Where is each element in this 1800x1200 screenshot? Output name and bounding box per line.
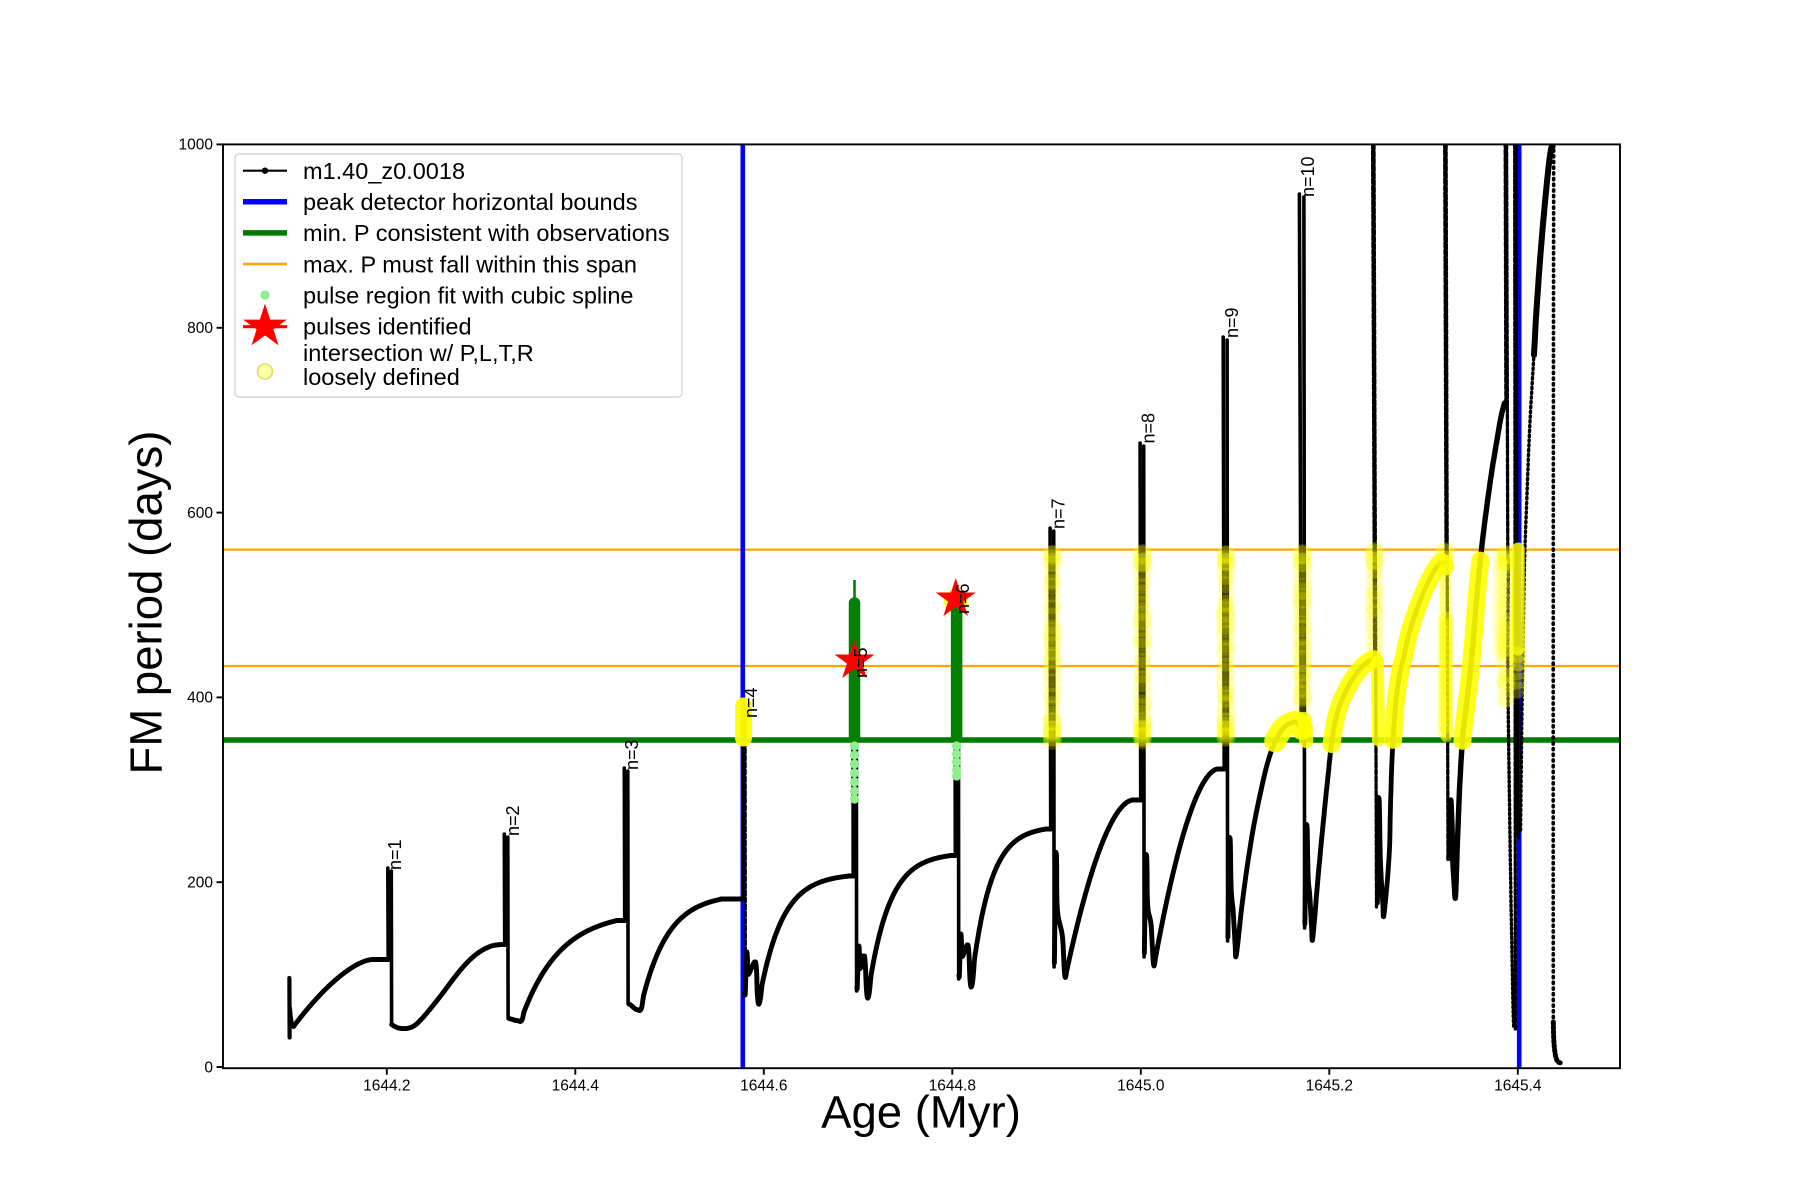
svg-text:FM period (days): FM period (days) (121, 431, 172, 775)
svg-text:max. P must fall within this s: max. P must fall within this span (303, 251, 637, 277)
svg-text:pulses identified: pulses identified (303, 314, 472, 340)
svg-text:min. P consistent with observa: min. P consistent with observations (303, 220, 670, 246)
svg-text:1645.0: 1645.0 (1117, 1077, 1165, 1094)
svg-text:n=2: n=2 (503, 805, 523, 836)
svg-text:peak detector horizontal bound: peak detector horizontal bounds (303, 189, 637, 215)
svg-text:600: 600 (187, 505, 213, 522)
svg-text:200: 200 (187, 875, 213, 892)
svg-text:n=4: n=4 (741, 687, 761, 718)
svg-text:n=6: n=6 (953, 583, 973, 614)
svg-text:0: 0 (204, 1059, 213, 1076)
svg-text:n=5: n=5 (851, 647, 871, 678)
svg-text:n=10: n=10 (1298, 156, 1318, 197)
svg-text:n=3: n=3 (622, 739, 642, 770)
svg-text:pulse region fit with cubic sp: pulse region fit with cubic spline (303, 282, 633, 308)
svg-text:1644.4: 1644.4 (552, 1077, 600, 1094)
svg-text:1645.2: 1645.2 (1306, 1077, 1353, 1094)
svg-text:1000: 1000 (179, 137, 214, 154)
svg-text:loosely defined: loosely defined (303, 364, 460, 390)
svg-text:1644.8: 1644.8 (929, 1077, 976, 1094)
svg-text:n=8: n=8 (1139, 413, 1159, 444)
svg-text:1644.2: 1644.2 (363, 1077, 410, 1094)
svg-text:m1.40_z0.0018: m1.40_z0.0018 (303, 158, 465, 184)
svg-text:n=1: n=1 (385, 839, 405, 870)
svg-text:1644.6: 1644.6 (740, 1077, 787, 1094)
svg-text:800: 800 (187, 320, 213, 337)
svg-text:n=7: n=7 (1049, 498, 1069, 529)
svg-text:1645.4: 1645.4 (1494, 1077, 1542, 1094)
svg-text:Age (Myr): Age (Myr) (821, 1087, 1021, 1138)
svg-text:n=9: n=9 (1222, 307, 1242, 338)
svg-text:400: 400 (187, 690, 213, 707)
svg-text:intersection w/ P,L,T,R: intersection w/ P,L,T,R (303, 340, 534, 366)
